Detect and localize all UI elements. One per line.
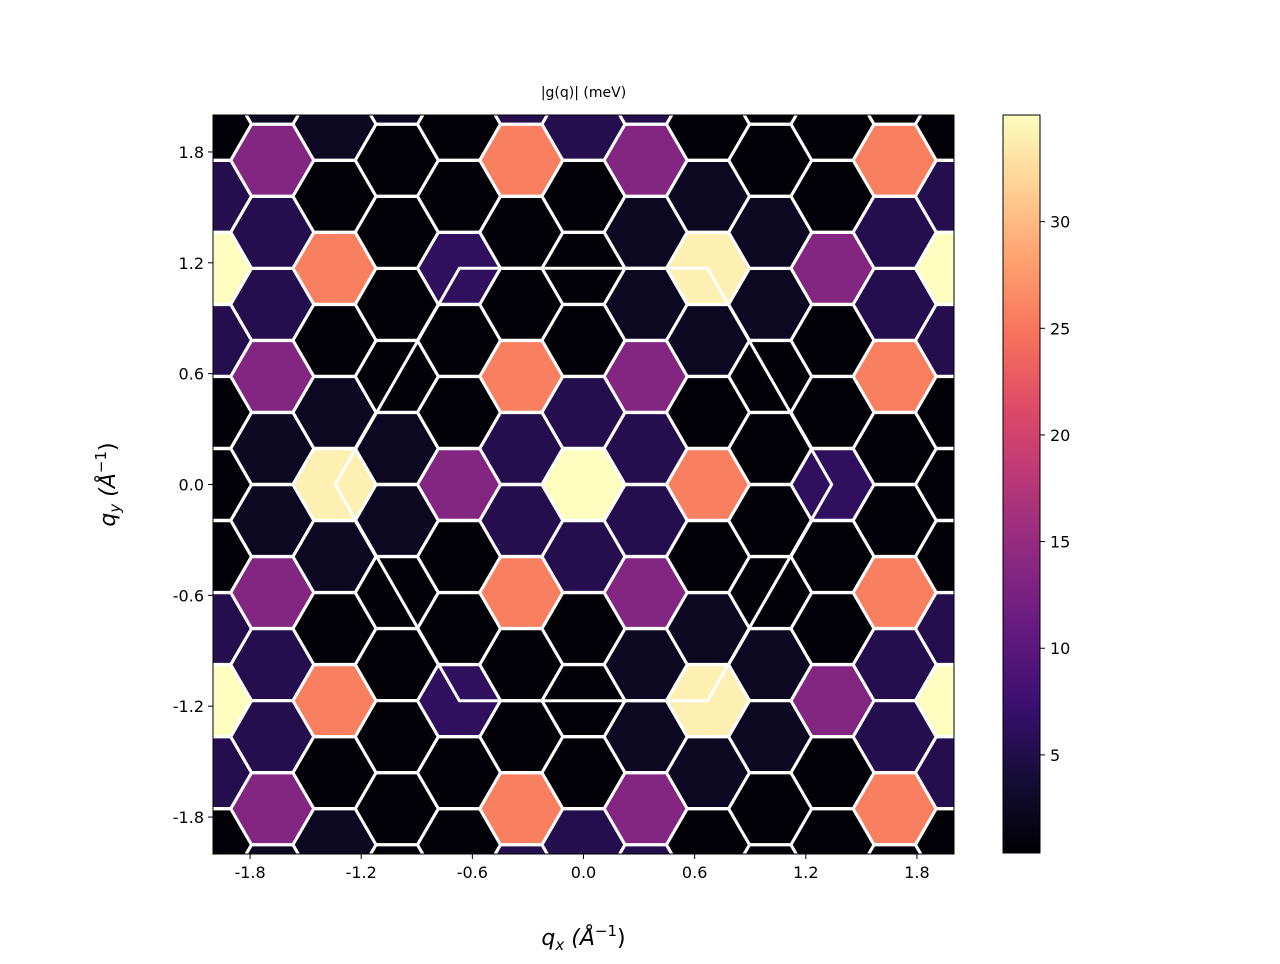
x-label-base: q: [541, 926, 555, 951]
x-label-unit-symbol: (Å: [571, 924, 595, 951]
hex-cell: [742, 115, 798, 126]
x-tick-label: 1.2: [793, 863, 818, 882]
y-label-sub: y: [106, 503, 124, 514]
y-tick-label: -1.2: [173, 697, 204, 716]
y-label-close: ): [96, 442, 121, 451]
hex-cell: [244, 115, 301, 126]
x-tick-label: 0.6: [682, 863, 707, 882]
y-tick-label: 0.0: [179, 476, 204, 495]
hex-cell: [493, 843, 550, 854]
hex-cell: [369, 115, 425, 126]
y-label-sup: −1: [92, 451, 110, 473]
x-tick-label: -0.6: [457, 863, 488, 882]
hex-cell: [914, 663, 954, 738]
hex-cell: [914, 375, 954, 450]
y-label-unit-symbol: (Å: [94, 473, 121, 497]
x-label-sup: −1: [595, 922, 617, 940]
hex-cell: [914, 591, 954, 666]
hex-cell: [914, 231, 954, 306]
colorbar-tick-label: 20: [1050, 426, 1070, 445]
hex-cell: [914, 159, 954, 234]
chart-title: |g(q)| (meV): [541, 85, 626, 101]
hex-cells: [213, 115, 954, 854]
y-tick-label: 0.6: [179, 365, 204, 384]
x-tick-label: 0.0: [571, 863, 596, 882]
x-tick-label: 1.8: [904, 863, 929, 882]
y-tick-label: 1.8: [179, 143, 204, 162]
y-label-space: [96, 497, 121, 504]
y-axis: -1.8 -1.2 -0.6 0.0 0.6 1.2 1.8: [173, 143, 213, 827]
hex-cell: [914, 807, 954, 854]
x-tick-label: -1.2: [346, 863, 377, 882]
hex-cell: [914, 447, 954, 522]
brillouin-zone-hexagon: [333, 266, 834, 703]
x-label-sub: x: [554, 936, 564, 954]
colorbar-tick-label: 10: [1050, 639, 1070, 658]
colorbar-tick-label: 30: [1050, 213, 1070, 232]
x-label-close: ): [617, 926, 626, 951]
y-axis-label: qy (Å−1): [92, 442, 124, 526]
hex-cell: [866, 115, 923, 126]
y-tick-label: -1.8: [173, 808, 204, 827]
y-tick-label: 1.2: [179, 254, 204, 273]
hex-cell: [914, 115, 954, 162]
hex-cell: [914, 519, 954, 594]
colorbar-tick-label: 5: [1050, 746, 1060, 765]
hex-cell: [617, 843, 674, 854]
y-label-base: q: [96, 513, 121, 527]
colorbar-tick-label: 25: [1050, 319, 1070, 338]
x-label-unit: [564, 926, 571, 951]
colorbar: [1002, 114, 1041, 854]
x-axis: -1.8 -1.2 -0.6 0.0 0.6 1.2 1.8: [234, 854, 930, 882]
y-tick-label: -0.6: [173, 586, 204, 605]
x-axis-label: qx (Å−1): [541, 922, 625, 954]
brillouin-zone-outline: [333, 266, 834, 703]
colorbar-axis: 5 10 15 20 25 30: [1040, 213, 1070, 765]
hex-cell: [914, 735, 954, 810]
x-tick-label: -1.8: [234, 863, 265, 882]
hex-cell: [914, 303, 954, 378]
colorbar-tick-label: 15: [1050, 533, 1070, 552]
